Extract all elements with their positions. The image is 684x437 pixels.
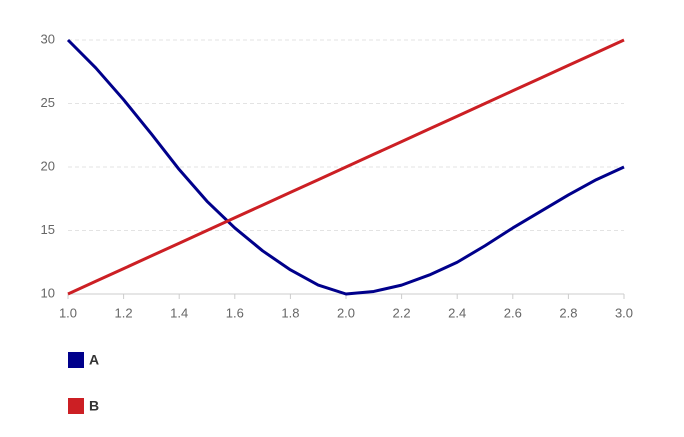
x-tick-label: 1.0	[59, 305, 77, 320]
legend-swatch	[68, 352, 84, 368]
x-tick-label: 2.2	[393, 305, 411, 320]
y-tick-label: 20	[41, 158, 55, 173]
y-tick-label: 10	[41, 285, 55, 300]
line-series	[66, 38, 625, 296]
x-tick-label: 2.8	[559, 305, 577, 320]
x-tick-label: 2.0	[337, 305, 355, 320]
x-tick-label: 3.0	[615, 305, 633, 320]
x-tick-label: 1.6	[226, 305, 244, 320]
legend-label: A	[89, 352, 99, 368]
line-series	[67, 38, 625, 296]
x-tick-label: 1.2	[115, 305, 133, 320]
y-tick-label: 30	[41, 31, 55, 46]
x-tick-label: 2.4	[448, 305, 466, 320]
y-tick-label: 15	[41, 222, 55, 237]
x-tick-label: 1.8	[281, 305, 299, 320]
x-tick-label: 2.6	[504, 305, 522, 320]
x-tick-label: 1.4	[170, 305, 188, 320]
legend-label: B	[89, 398, 99, 414]
legend-swatch	[68, 398, 84, 414]
y-tick-label: 25	[41, 95, 55, 110]
